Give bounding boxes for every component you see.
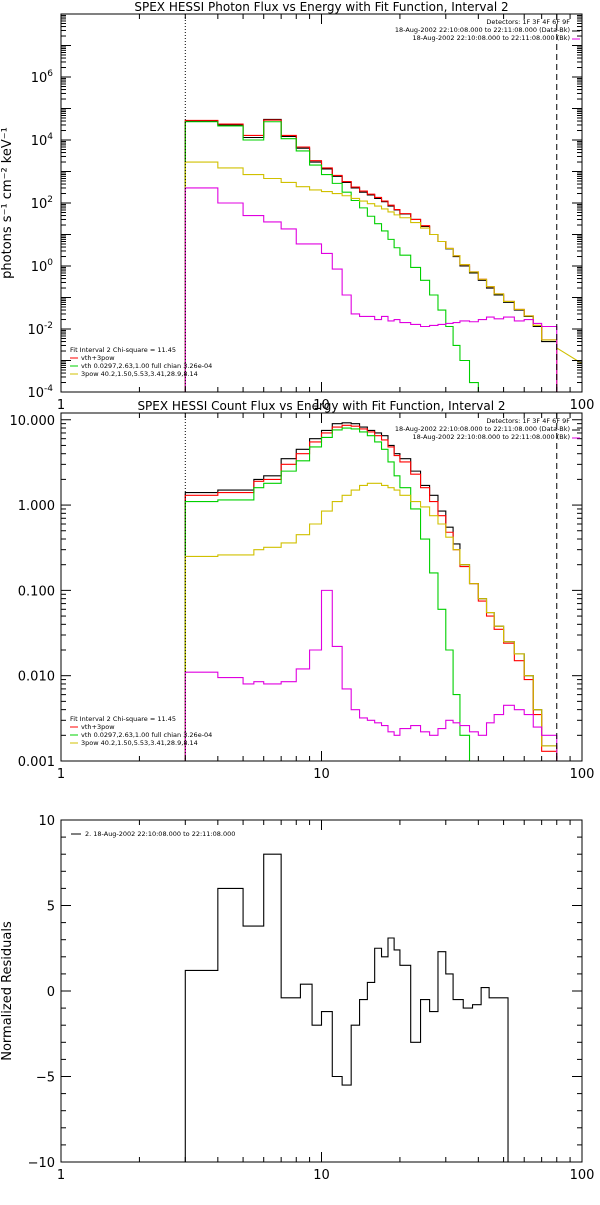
chart-panel-3: 1 10 100 10 5 0 −5 −10 Normalized Residuals 2. 18… — [0, 814, 594, 1183]
plot-frame — [60, 819, 583, 1163]
y-axis-label: Normalized Residuals — [0, 921, 15, 1061]
header-text: Detectors: 1F 3F 4F 6F 9F — [486, 417, 570, 425]
legend-title: Fit Interval 2 Chi-square = 11.45 — [70, 715, 176, 723]
series-tail-line — [556, 347, 582, 365]
plot-area — [184, 853, 509, 1162]
y-axis-label: photons s⁻¹ cm⁻² keV⁻¹ — [0, 127, 15, 279]
series-residuals — [184, 853, 509, 1162]
series-vth — [184, 427, 471, 761]
y-tick-exponent: 4 — [47, 132, 53, 142]
series-3pow — [184, 161, 558, 392]
y-tick-label: 5 — [47, 900, 55, 915]
y-tick-label: 10.000 — [10, 414, 56, 429]
legend-label: 3pow 40.2,1.50,5.53,3.41,28.9,8.14 — [81, 370, 198, 378]
series-bk — [184, 589, 558, 761]
x-tick-label: 1 — [57, 1168, 65, 1183]
y-tick-base: 10 — [31, 134, 48, 149]
series-bk — [184, 187, 558, 392]
plot-frame — [60, 13, 583, 393]
x-tick-label: 1 — [57, 398, 65, 413]
y-tick-label: 10 — [38, 814, 55, 829]
series-data-bk — [184, 422, 558, 761]
y-tick-label: 10-4 — [27, 384, 53, 401]
series-vth-3pow — [184, 119, 558, 392]
chart-panel-1: SPEX HESSI Photon Flux vs Energy with Fi… — [0, 0, 595, 413]
y-tick-exponent: 0 — [47, 258, 53, 268]
plot-area — [184, 118, 582, 392]
x-tick-label: 1 — [57, 767, 65, 782]
y-tick-label: 0 — [47, 985, 55, 1000]
y-tick-base: 10 — [27, 323, 44, 338]
x-tick-label: 100 — [570, 398, 595, 413]
y-tick-label: −5 — [36, 1071, 55, 1086]
x-tick-label: 10 — [313, 1168, 330, 1183]
header-text: Detectors: 1F 3F 4F 6F 9F — [486, 18, 570, 26]
y-tick-label: 100 — [31, 258, 54, 275]
x-tick-label: 100 — [570, 1168, 595, 1183]
plot-area — [184, 422, 558, 761]
legend-label: vth+3pow — [81, 723, 115, 731]
legend-label: vth+3pow — [81, 354, 115, 362]
y-tick-label: 0.001 — [18, 755, 55, 770]
legend-label: 2. 18-Aug-2002 22:10:08.000 to 22:11:08.… — [85, 830, 235, 838]
y-tick-base: 10 — [27, 386, 44, 401]
y-tick-base: 10 — [31, 260, 48, 275]
y-tick-label: 104 — [31, 132, 54, 149]
y-tick-base: 10 — [31, 71, 48, 86]
y-tick-exponent: 6 — [47, 69, 53, 79]
x-tick-label: 100 — [570, 767, 595, 782]
series-vth — [184, 121, 479, 392]
y-tick-label: 0.010 — [18, 670, 55, 685]
y-tick-label: 102 — [31, 195, 53, 212]
chart-panel-2: SPEX HESSI Count Flux vs Energy with Fit… — [10, 399, 595, 782]
chart-title: SPEX HESSI Photon Flux vs Energy with Fi… — [134, 0, 508, 14]
header-text: 18-Aug-2002 22:10:08.000 to 22:11:08.000… — [395, 425, 570, 433]
y-tick-label: −10 — [28, 1156, 55, 1171]
y-tick-label: 0.100 — [18, 584, 55, 599]
legend-label: 3pow 40.2,1.50,5.53,3.41,28.9,8.14 — [81, 739, 198, 747]
y-tick-label: 10-2 — [27, 321, 53, 338]
y-tick-base: 10 — [31, 197, 48, 212]
header-text: 18-Aug-2002 22:10:08.000 to 22:11:08.000… — [413, 433, 570, 441]
header-text: 18-Aug-2002 22:10:08.000 to 22:11:08.000… — [413, 34, 570, 42]
y-tick-label: 1.000 — [18, 499, 55, 514]
legend-label: vth 0.0297,2.63,1.00 full chian 3.26e-04 — [81, 362, 212, 370]
y-tick-exponent: 2 — [47, 195, 53, 205]
x-tick-label: 10 — [313, 398, 330, 413]
legend-title: Fit Interval 2 Chi-square = 11.45 — [70, 346, 176, 354]
series-data-bk — [184, 118, 558, 392]
y-tick-label: 106 — [31, 69, 54, 86]
header-text: 18-Aug-2002 22:10:08.000 to 22:11:08.000… — [395, 26, 570, 34]
y-tick-exponent: -2 — [44, 321, 53, 331]
x-tick-label: 10 — [313, 767, 330, 782]
legend-label: vth 0.0297,2.63,1.00 full chian 3.26e-04 — [81, 731, 212, 739]
chart-title: SPEX HESSI Count Flux vs Energy with Fit… — [137, 399, 505, 413]
series-vth-3pow — [184, 424, 558, 761]
y-tick-exponent: -4 — [44, 384, 53, 394]
series-3pow — [184, 482, 558, 761]
